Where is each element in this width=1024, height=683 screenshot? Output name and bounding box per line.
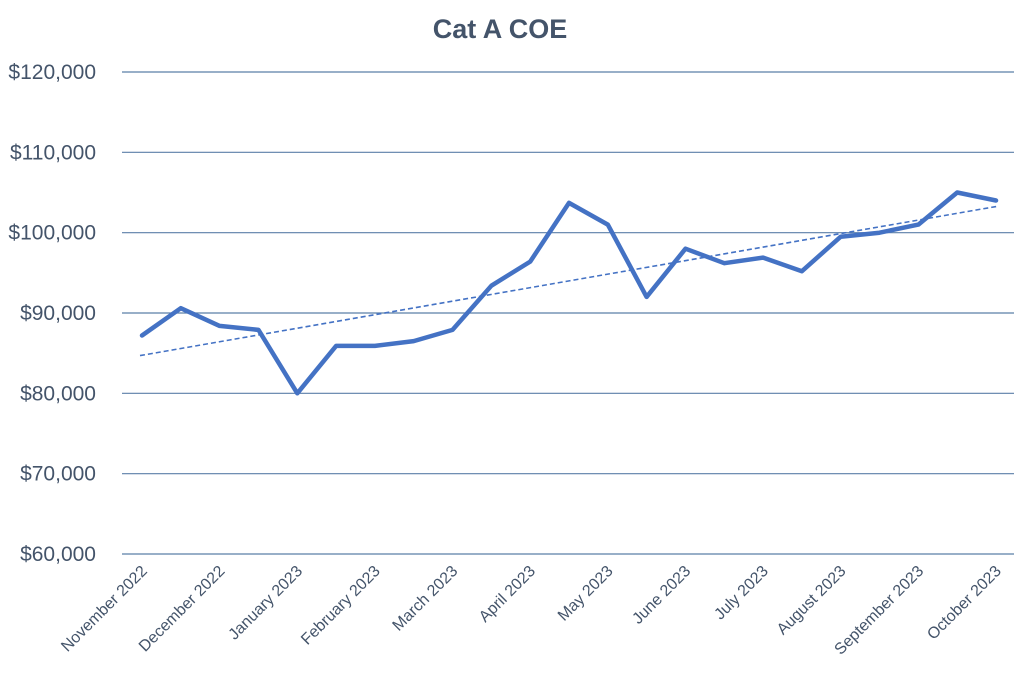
y-tick-label: $100,000 (8, 222, 96, 245)
x-tick-label: August 2023 (774, 563, 850, 639)
y-axis-ticks: $60,000 $70,000 $80,000 $90,000 $100,000 $110… (8, 61, 96, 566)
gridlines (122, 71, 1014, 555)
y-tick-label: $60,000 (20, 543, 96, 566)
series-line-cat-a-coe (139, 190, 999, 396)
y-tick-label: $90,000 (20, 302, 96, 325)
x-tick-label: March 2023 (390, 563, 462, 635)
x-tick-label: December 2022 (136, 563, 229, 656)
trendline (139, 205, 999, 357)
x-tick-label: May 2023 (555, 563, 617, 625)
x-tick-label: January 2023 (226, 563, 307, 644)
y-tick-label: $70,000 (20, 463, 96, 486)
y-tick-label: $110,000 (10, 141, 96, 164)
x-tick-label: February 2023 (298, 563, 384, 649)
chart-title: Cat A COE (432, 14, 568, 44)
series-group (139, 190, 999, 396)
x-tick-label: October 2023 (924, 563, 1005, 644)
y-tick-label: $80,000 (20, 382, 96, 405)
y-tick-label: $120,000 (8, 61, 96, 84)
x-tick-label: April 2023 (476, 563, 539, 626)
x-tick-label: June 2023 (629, 563, 694, 628)
x-tick-label: July 2023 (711, 563, 772, 624)
